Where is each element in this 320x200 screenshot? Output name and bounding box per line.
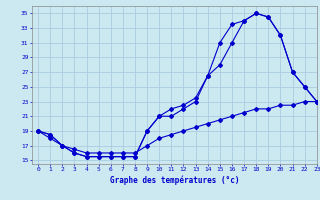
X-axis label: Graphe des températures (°c): Graphe des températures (°c) bbox=[110, 175, 239, 185]
